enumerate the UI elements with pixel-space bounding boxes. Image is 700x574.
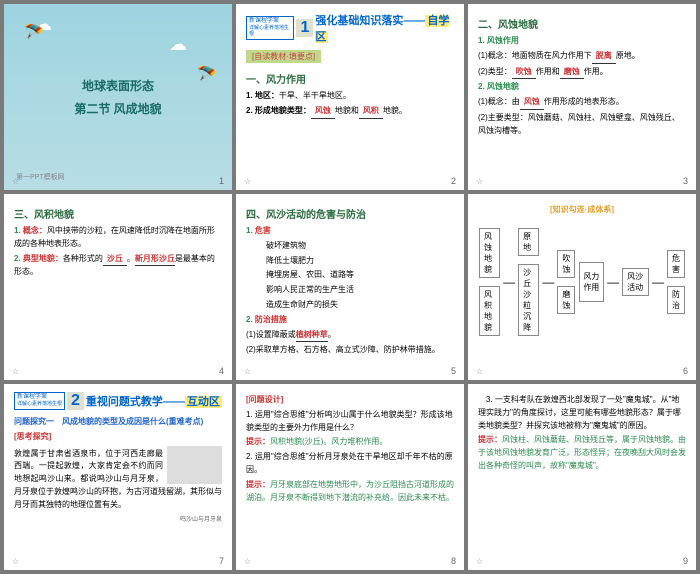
star-icon: ☆: [476, 367, 483, 376]
diagram-box: 原地: [518, 228, 539, 256]
diagram-box: 风积地貌: [479, 286, 500, 336]
parachute-icon: 🪂: [197, 64, 217, 84]
page-number: 6: [683, 366, 688, 376]
bullet-item: 造成生命财产的损失: [246, 299, 454, 312]
answer-line: 提示：风积地貌(沙丘)。风力堆积作用。: [246, 436, 454, 449]
cloud-icon: ☁: [169, 34, 187, 55]
slide-6: [知识勾连·成体系] 风蚀地貌 风积地貌 — 原地 沙丘沙粒沉降 — 吹蚀 磨蚀…: [468, 194, 696, 380]
slide-1: ☁ ☁ 🪂 🪂 地球表面形态 第二节 风成地貌 第一PPT模板网 1 ☆: [4, 4, 232, 190]
content-line: 1. 危害: [246, 225, 454, 238]
question-text: 2. 运用"综合思维"分析月牙泉处在干旱地区却千年不枯的原因。: [246, 451, 454, 477]
slide-8: [问题设计] 1. 运用"综合思维"分析鸣沙山属于什么地貌类型？形成该地貌类型的…: [236, 384, 464, 570]
diagram-box: 磨蚀: [557, 286, 575, 314]
parachute-icon: 🪂: [24, 22, 44, 42]
header-badge: 新课程学案详解心素养落地生根 2 重视问题式教学——互动区: [14, 392, 222, 410]
diagram-box: 防治: [667, 286, 685, 314]
page-number: 5: [451, 366, 456, 376]
image-caption: 鸣沙山与月牙泉: [14, 516, 222, 526]
badge-text: 重视问题式教学——互动区: [86, 393, 222, 409]
slide-3: 二、风蚀地貌 1. 风蚀作用 (1)概念：地面物质在风力作用下脱离原地。 (2)…: [468, 4, 696, 190]
bullet-item: 掩埋房屋、农田、道路等: [246, 269, 454, 282]
content-line: (1)设置障蔽或植树种草。: [246, 329, 454, 343]
content-line: (2)采取草方格、石方格、高立式沙障、防护林带措施。: [246, 344, 454, 357]
content-line: 1. 地区：干旱、半干旱地区。: [246, 90, 454, 103]
page-number: 1: [219, 176, 224, 186]
page-number: 8: [451, 556, 456, 566]
slide-2: 新课程学案详解心素养落地生根 1 强化基础知识落实——自学区 [自读教材·填要点…: [236, 4, 464, 190]
bullet-item: 降低土壤肥力: [246, 255, 454, 268]
badge-number: 2: [67, 392, 84, 410]
badge-number: 1: [296, 19, 313, 37]
header-badge: 新课程学案详解心素养落地生根 1 强化基础知识落实——自学区: [246, 12, 454, 44]
bullet-item: 影响人民正常的生产生活: [246, 284, 454, 297]
main-title: 地球表面形态: [82, 77, 154, 94]
page-number: 9: [683, 556, 688, 566]
diagram-box: 沙丘沙粒沉降: [518, 264, 539, 336]
diagram-box: 风力作用: [579, 262, 604, 302]
diagram-box: 风沙活动: [622, 268, 649, 296]
section-heading: 四、风沙活动的危害与防治: [246, 206, 454, 221]
star-icon: ☆: [12, 557, 19, 566]
badge-label: 新课程学案详解心素养落地生根: [14, 392, 65, 409]
sub-heading: 2. 风蚀地貌: [478, 81, 686, 94]
page-number: 2: [451, 176, 456, 186]
page-number: 4: [219, 366, 224, 376]
question-text: 1. 运用"综合思维"分析鸣沙山属于什么地貌类型？形成该地貌类型的主要外力作用是…: [246, 409, 454, 435]
content-line: (2)类型：吹蚀作用和磨蚀作用。: [478, 66, 686, 80]
diagram-title: [知识勾连·成体系]: [478, 204, 686, 217]
diagram-box: 风蚀地貌: [479, 228, 500, 278]
sub-heading: 1. 风蚀作用: [478, 35, 686, 48]
star-icon: ☆: [12, 367, 19, 376]
diagram-box: 吹蚀: [557, 250, 575, 278]
star-icon: ☆: [244, 557, 251, 566]
content-line: 1. 概念：风中挟带的沙粒，在风速降低时沉降在地面所形成的各种地表形态。: [14, 225, 222, 251]
slide-4: 三、风积地貌 1. 概念：风中挟带的沙粒，在风速降低时沉降在地面所形成的各种地表…: [4, 194, 232, 380]
badge-label: 新课程学案详解心素养落地生根: [246, 16, 294, 40]
section-heading: [问题设计]: [246, 394, 454, 407]
watermark-text: 第一PPT模板网: [16, 172, 65, 182]
section-heading: 三、风积地貌: [14, 206, 222, 221]
answer-line: 提示：风蚀柱、风蚀蘑菇、风蚀残丘等，属于风蚀地貌。由于该地风蚀地貌发育广泛，形态…: [478, 434, 686, 472]
answer-line: 提示：月牙泉底部在地势地形中，为沙丘阻挡古河道形成的湖泊。月牙泉不断得到地下潜流…: [246, 479, 454, 505]
question-title: 问题探究一 风成地貌的类型及成因是什么(重难考点): [14, 416, 222, 429]
content-line: 2. 形成地貌类型：风蚀地貌和风积地貌。: [246, 105, 454, 119]
content-line: (1)概念：地面物质在风力作用下脱离原地。: [478, 50, 686, 64]
bullet-item: 破坏建筑物: [246, 240, 454, 253]
content-line: (1)概念：由风蚀作用形成的地表形态。: [478, 96, 686, 110]
slide-7: 新课程学案详解心素养落地生根 2 重视问题式教学——互动区 问题探究一 风成地貌…: [4, 384, 232, 570]
content-line: 2. 典型地貌：各种形式的沙丘。新月形沙丘是最基本的形态。: [14, 253, 222, 280]
content-line: 2. 防治措施: [246, 314, 454, 327]
star-icon: ☆: [244, 177, 251, 186]
diagram-box: 危害: [667, 250, 685, 278]
subtitle-badge: [自读教材·填要点]: [246, 50, 321, 63]
sub-heading: [思考探究]: [14, 431, 222, 444]
slide-9: 3. 一支科考队在敦煌西北部发现了一处"魔鬼城"。从"地理实践力"的角度探讨，这…: [468, 384, 696, 570]
star-icon: ☆: [476, 177, 483, 186]
question-text: 3. 一支科考队在敦煌西北部发现了一处"魔鬼城"。从"地理实践力"的角度探讨，这…: [478, 394, 686, 432]
page-number: 7: [219, 556, 224, 566]
knowledge-diagram: 风蚀地貌 风积地貌 — 原地 沙丘沙粒沉降 — 吹蚀 磨蚀 风力作用 — 风沙活…: [478, 227, 686, 337]
section-heading: 一、风力作用: [246, 71, 454, 86]
subtitle: 第二节 风成地貌: [74, 100, 161, 117]
star-icon: ☆: [12, 177, 19, 186]
star-icon: ☆: [476, 557, 483, 566]
content-line: (2)主要类型：风蚀蘑菇、风蚀柱、风蚀壁龛、风蚀残丘、风蚀沟槽等。: [478, 112, 686, 138]
image-placeholder: [167, 446, 222, 484]
section-heading: 二、风蚀地貌: [478, 16, 686, 31]
badge-text: 强化基础知识落实——自学区: [315, 12, 454, 44]
page-number: 3: [683, 176, 688, 186]
slide-5: 四、风沙活动的危害与防治 1. 危害 破坏建筑物 降低土壤肥力 掩埋房屋、农田、…: [236, 194, 464, 380]
star-icon: ☆: [244, 367, 251, 376]
